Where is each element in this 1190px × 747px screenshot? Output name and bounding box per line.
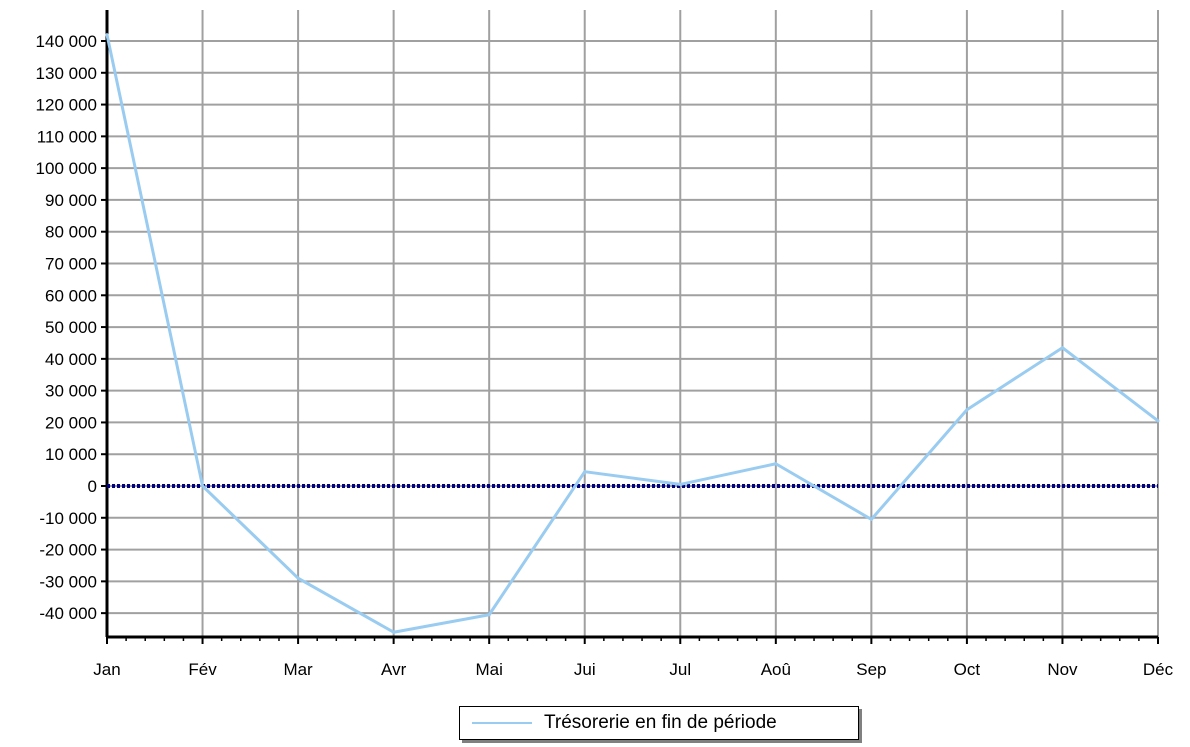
data-point (392, 630, 396, 634)
y-tick-label: 30 000 (45, 382, 97, 401)
data-point (869, 517, 873, 521)
data-point (774, 462, 778, 466)
y-tick-label: 140 000 (36, 32, 97, 51)
data-point (487, 613, 491, 617)
y-tick-label: -10 000 (39, 509, 97, 528)
y-tick-label: 130 000 (36, 64, 97, 83)
y-tick-label: 40 000 (45, 350, 97, 369)
x-tick-label: Sep (856, 660, 886, 679)
x-tick-label: Avr (381, 660, 407, 679)
y-tick-label: 0 (88, 477, 97, 496)
y-tick-label: 120 000 (36, 96, 97, 115)
data-point (583, 470, 587, 474)
legend-swatch (472, 722, 532, 724)
x-tick-label: Mai (475, 660, 502, 679)
series-line (105, 34, 1159, 634)
line-chart: 140 000 130 000 120 000 110 000 100 000 90 00… (36, 10, 1174, 679)
x-tick-label: Jan (93, 660, 120, 679)
data-point (1060, 346, 1064, 350)
legend-label: Trésorerie en fin de période (544, 712, 777, 733)
x-tick-label: Nov (1047, 660, 1078, 679)
y-tick-label: -30 000 (39, 572, 97, 591)
x-tick-label: Jul (669, 660, 691, 679)
x-tick-label: Déc (1143, 660, 1174, 679)
x-tick-label: Oct (954, 660, 981, 679)
x-tick-label: Fév (188, 660, 217, 679)
y-tick-label: 50 000 (45, 318, 97, 337)
y-tick-label: 110 000 (37, 127, 97, 146)
data-point (296, 576, 300, 580)
data-point (965, 408, 969, 412)
x-tick-label: Jui (574, 660, 596, 679)
y-tick-label: -20 000 (39, 541, 97, 560)
y-tick-label: 10 000 (45, 445, 97, 464)
y-tick-label: 90 000 (45, 191, 97, 210)
y-tick-label: 100 000 (36, 159, 97, 178)
plot-area (107, 10, 1158, 637)
data-point (678, 482, 682, 486)
data-point (1156, 419, 1160, 423)
y-tick-label: 80 000 (45, 223, 97, 242)
data-point (105, 33, 109, 37)
x-tick-label: Mar (283, 660, 313, 679)
y-tick-label: 20 000 (45, 413, 97, 432)
x-tick-label: Aoû (761, 660, 791, 679)
y-tick-label: -40 000 (39, 604, 97, 623)
y-tick-label: 70 000 (45, 255, 97, 274)
data-point (201, 484, 205, 488)
y-tick-label: 60 000 (45, 286, 97, 305)
chart-legend: Trésorerie en fin de période (459, 706, 859, 740)
